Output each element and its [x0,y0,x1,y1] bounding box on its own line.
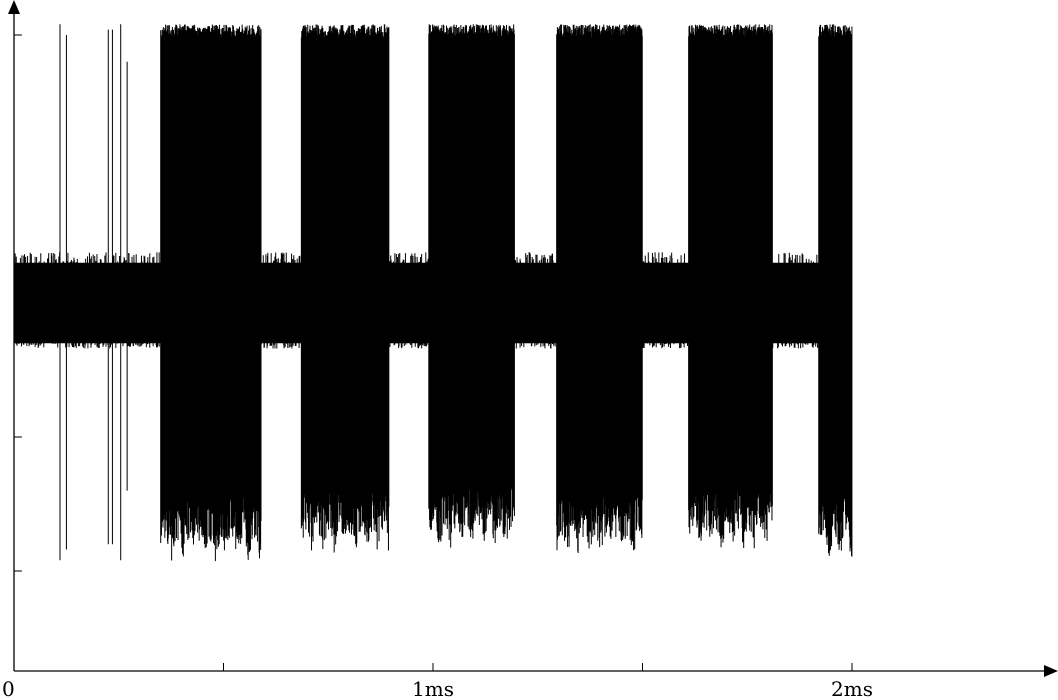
x-tick-label: 1ms [412,677,454,700]
x-tick-label: 0 [2,677,15,700]
axis-tick-labels: 0 1ms 2ms [2,677,873,700]
x-tick-label: 2ms [831,677,873,700]
axis-ticks [14,34,853,671]
x-axis-arrowhead [1044,665,1058,677]
y-axis-arrowhead [8,0,20,14]
signal-waveform [13,24,853,562]
